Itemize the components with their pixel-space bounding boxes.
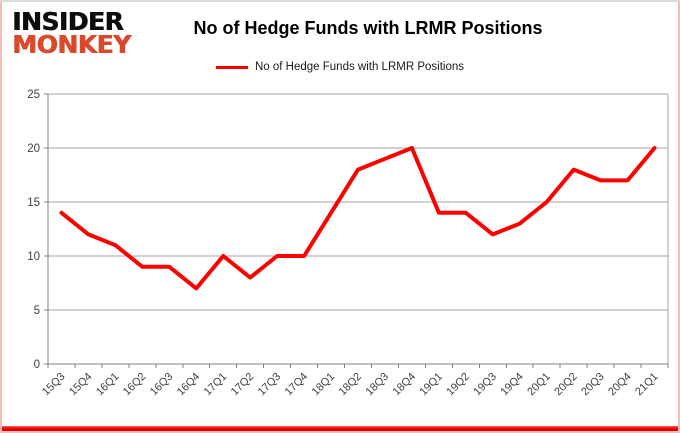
y-tick-label: 5 [34,305,40,317]
x-tick-label: 15Q3 [40,371,68,399]
x-tick-label: 18Q2 [337,371,365,399]
x-tick-label: 18Q1 [310,371,338,399]
logo-line-insider: INSIDER [12,7,124,36]
x-tick-label: 17Q1 [202,371,230,399]
x-tick-label: 20Q2 [552,371,580,399]
x-tick-label: 17Q4 [283,371,311,399]
x-tick-label: 20Q4 [606,371,634,399]
chart-title: No of Hedge Funds with LRMR Positions [193,18,543,38]
x-tick-label: 19Q3 [471,371,499,399]
bottom-red-bar [2,426,678,431]
legend-line-sample [215,65,248,69]
x-tick-label: 16Q1 [94,371,122,399]
x-tick-label: 19Q2 [444,371,472,399]
x-tick-label: 20Q3 [579,371,607,399]
x-tick-label: 15Q4 [67,371,95,399]
x-tick-label: 19Q4 [498,371,526,399]
x-tick-label: 16Q3 [148,371,176,399]
logo-line-monkey: MONKEY [12,30,131,59]
x-tick-label: 18Q3 [364,371,392,399]
x-tick-label: 16Q4 [175,371,203,399]
y-tick-label: 10 [27,251,40,263]
y-tick-label: 15 [27,197,40,209]
series-line [59,146,657,291]
insider-monkey-logo: INSIDER MONKEY [12,7,131,59]
x-tick-label: 21Q1 [633,371,661,399]
x-tick-label: 18Q4 [391,371,419,399]
x-tick-label: 17Q3 [256,371,284,399]
x-tick-label: 16Q2 [121,371,149,399]
x-tick-label: 19Q1 [417,371,445,399]
x-tick-label: 17Q2 [229,371,257,399]
y-tick-label: 25 [27,89,40,101]
y-tick-label: 20 [27,143,40,155]
x-tick-label: 20Q1 [525,371,553,399]
y-tick-label: 0 [34,359,40,371]
legend: No of Hedge Funds with LRMR Positions [2,61,678,73]
legend-label: No of Hedge Funds with LRMR Positions [254,61,464,73]
